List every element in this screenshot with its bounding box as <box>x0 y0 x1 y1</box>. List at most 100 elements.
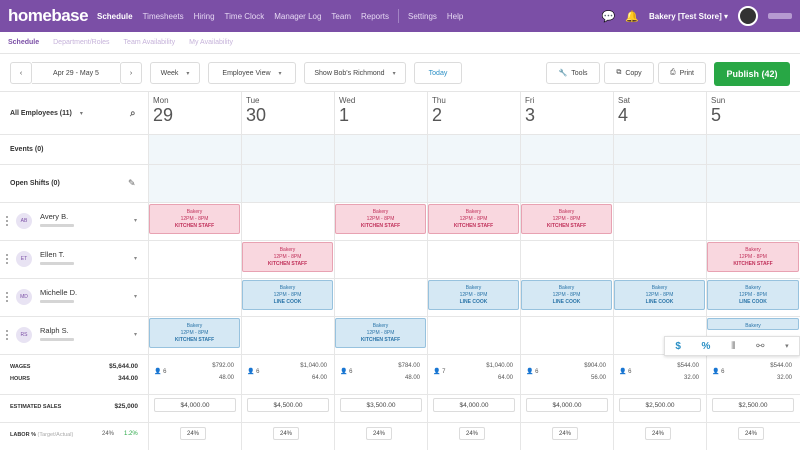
percent-icon[interactable]: % <box>701 340 711 352</box>
sales-input[interactable]: $2,500.00 <box>712 398 794 412</box>
avatar: ET <box>16 251 32 267</box>
grid-line <box>0 354 800 355</box>
shift-card[interactable]: Bakery 12PM - 8PM KITCHEN STAFF <box>521 204 612 234</box>
chevron-down-icon[interactable]: ▾ <box>134 294 138 300</box>
subnav-my-availability[interactable]: My Availability <box>189 39 234 46</box>
user-avatar[interactable] <box>738 6 758 26</box>
chevron-down-icon[interactable]: ▾ <box>785 343 789 350</box>
store-selector[interactable]: Bakery [Test Store] ▾ <box>649 12 728 21</box>
subnav-schedule[interactable]: Schedule <box>8 39 40 46</box>
drag-handle-icon[interactable] <box>6 254 8 264</box>
link-icon[interactable]: ⚯ <box>756 340 765 352</box>
labor-pct-box[interactable]: 24% <box>459 427 485 440</box>
day-hours: 64.00 <box>497 375 513 381</box>
chat-icon[interactable]: 💬 <box>601 10 616 23</box>
columns-icon[interactable]: ⦀ <box>731 340 736 352</box>
open-shifts-band <box>148 164 800 202</box>
dollar-icon[interactable]: $ <box>675 340 681 352</box>
person-icon: 👤 <box>247 369 255 375</box>
subnav-team-availability[interactable]: Team Availability <box>123 39 176 46</box>
shift-card[interactable]: Bakery 12PM - 8PM KITCHEN STAFF <box>149 318 240 348</box>
shift-time: 12PM - 8PM <box>366 330 395 336</box>
labor-pct-box[interactable]: 24% <box>552 427 578 440</box>
chevron-down-icon[interactable]: ▾ <box>134 332 138 338</box>
shift-card[interactable]: Bakery 12PM - 8PM KITCHEN STAFF <box>428 204 519 234</box>
shift-card[interactable]: Bakery <box>707 318 799 330</box>
nav-reports[interactable]: Reports <box>360 11 389 21</box>
shift-card[interactable]: Bakery 12PM - 8PM LINE COOK <box>521 280 612 310</box>
sales-input[interactable]: $4,000.00 <box>433 398 515 412</box>
shift-card[interactable]: Bakery 12PM - 8PM KITCHEN STAFF <box>242 242 333 272</box>
all-employees-filter[interactable]: All Employees (11) ▾ ⌕ <box>0 98 140 128</box>
copy-button[interactable]: ⧉ Copy <box>604 62 654 84</box>
wand-icon[interactable]: ✎ <box>128 177 136 188</box>
drag-handle-icon[interactable] <box>6 292 8 302</box>
shift-card[interactable]: Bakery 12PM - 8PM LINE COOK <box>242 280 333 310</box>
user-name-placeholder[interactable] <box>768 13 792 19</box>
shift-location: Bakery <box>745 247 761 253</box>
labor-pct-box[interactable]: 24% <box>273 427 299 440</box>
nav-time-clock[interactable]: Time Clock <box>224 11 265 21</box>
shift-card[interactable]: Bakery 12PM - 8PM LINE COOK <box>614 280 705 310</box>
nav-team[interactable]: Team <box>331 11 351 21</box>
bell-icon[interactable]: 🔔 <box>625 10 639 23</box>
drag-handle-icon[interactable] <box>6 330 8 340</box>
open-shifts-row[interactable]: Open Shifts (0) ✎ <box>0 164 148 202</box>
nav-timesheets[interactable]: Timesheets <box>142 11 184 21</box>
search-icon[interactable]: ⌕ <box>130 107 136 119</box>
chevron-down-icon[interactable]: ▾ <box>134 218 138 224</box>
employee-info[interactable]: Avery B. <box>30 204 130 238</box>
next-week-button[interactable]: › <box>120 62 142 84</box>
sales-input[interactable]: $4,500.00 <box>247 398 329 412</box>
sales-input[interactable]: $4,000.00 <box>526 398 608 412</box>
shift-time: 12PM - 8PM <box>273 292 302 298</box>
publish-button[interactable]: Publish (42) <box>714 62 790 86</box>
view-select[interactable]: Week ▾ <box>150 62 200 84</box>
employee-info[interactable]: Ellen T. <box>30 242 130 276</box>
nav-hiring[interactable]: Hiring <box>193 11 215 21</box>
chevron-down-icon[interactable]: ▾ <box>134 256 138 262</box>
location-select[interactable]: Show Bob's Richmond ▾ <box>304 62 406 84</box>
person-count-value: 6 <box>256 369 260 375</box>
shift-card[interactable]: Bakery 12PM - 8PM KITCHEN STAFF <box>707 242 799 272</box>
day-wage: $1,040.00 <box>300 363 327 369</box>
day-number: 5 <box>711 105 722 125</box>
subnav-department-roles[interactable]: Department/Roles <box>53 39 110 46</box>
employee-view-select[interactable]: Employee View ▾ <box>208 62 296 84</box>
shift-time: 12PM - 8PM <box>552 216 581 222</box>
sales-input[interactable]: $3,500.00 <box>340 398 422 412</box>
employee-info[interactable]: Michelle D. <box>30 280 130 314</box>
today-button[interactable]: Today <box>414 62 462 84</box>
nav-manager-log[interactable]: Manager Log <box>274 11 322 21</box>
homebase-logo[interactable]: homebase <box>8 6 89 25</box>
shift-card[interactable]: Bakery 12PM - 8PM KITCHEN STAFF <box>335 204 426 234</box>
drag-handle-icon[interactable] <box>6 216 8 226</box>
nav-settings[interactable]: Settings <box>408 11 437 21</box>
labor-pct-box[interactable]: 24% <box>366 427 392 440</box>
all-employees-label: All Employees (11) <box>10 109 72 117</box>
labor-pct-box[interactable]: 24% <box>645 427 671 440</box>
day-wage: $544.00 <box>677 363 699 369</box>
person-count-value: 6 <box>628 369 632 375</box>
person-count: 👤 6 <box>526 368 539 375</box>
grid-line <box>241 92 242 450</box>
prev-week-button[interactable]: ‹ <box>10 62 32 84</box>
shift-card[interactable]: Bakery 12PM - 8PM LINE COOK <box>707 280 799 310</box>
tools-button[interactable]: 🔧 Tools <box>546 62 600 84</box>
shift-card[interactable]: Bakery 12PM - 8PM KITCHEN STAFF <box>149 204 240 234</box>
shift-card[interactable]: Bakery 12PM - 8PM KITCHEN STAFF <box>335 318 426 348</box>
labor-pct-box[interactable]: 24% <box>180 427 206 440</box>
events-band <box>148 134 800 164</box>
labor-pct-box[interactable]: 24% <box>738 427 764 440</box>
sales-input[interactable]: $4,000.00 <box>154 398 236 412</box>
print-button[interactable]: ⎙ Print <box>658 62 706 84</box>
date-range[interactable]: Apr 29 - May 5 <box>32 62 120 84</box>
shift-role: KITCHEN STAFF <box>174 223 215 229</box>
nav-help[interactable]: Help <box>446 11 464 21</box>
shift-card[interactable]: Bakery 12PM - 8PM LINE COOK <box>428 280 519 310</box>
nav-schedule[interactable]: Schedule <box>97 11 133 21</box>
employee-info[interactable]: Ralph S. <box>30 318 130 352</box>
sales-input[interactable]: $2,500.00 <box>619 398 701 412</box>
estimated-sales-label: ESTIMATED SALES <box>10 404 62 410</box>
events-label[interactable]: Events (0) <box>10 145 44 153</box>
